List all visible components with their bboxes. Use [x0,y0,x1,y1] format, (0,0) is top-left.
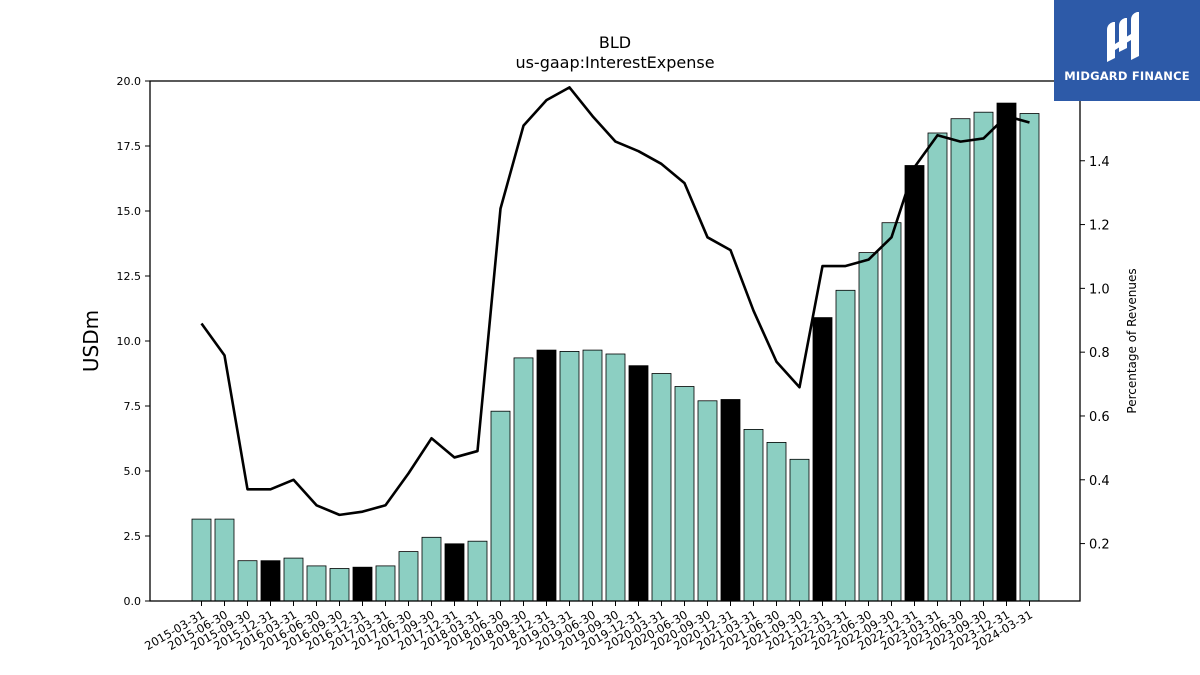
line-percentage-of-revenues [200,86,1030,517]
y-axis-label-left: USDm [79,310,103,372]
right-tick-label: 0.8 [1089,346,1110,361]
bar-2021-06-30 [766,441,787,602]
left-tick-label: 0.0 [124,595,142,608]
right-tick-label: 1.0 [1089,282,1110,297]
bar-2023-09-30 [973,111,994,602]
bar-2015-06-30 [214,518,235,602]
left-tick-label: 12.5 [117,270,142,283]
bar-2019-12-31 [628,365,649,602]
bar-2018-09-30 [513,357,534,602]
chart-subtitle: us-gaap:InterestExpense [515,53,714,72]
bar-2020-06-30 [674,386,695,602]
bar-2023-06-30 [950,118,971,602]
right-tick-label: 0.2 [1089,538,1110,553]
bar-2020-09-30 [697,400,718,602]
bar-2016-06-30 [306,565,327,602]
bar-2024-03-31 [1019,113,1040,602]
bar-2017-12-31 [444,543,465,602]
bar-2017-06-30 [398,551,419,602]
bar-2016-12-31 [352,566,373,602]
bar-2022-03-31 [835,289,856,602]
bar-2018-12-31 [536,349,557,602]
bar-2015-09-30 [237,560,258,602]
bar-2019-09-30 [605,353,626,602]
left-tick-label: 15.0 [117,205,142,218]
bar-2022-09-30 [881,222,902,602]
bar-2022-12-31 [904,165,925,602]
brand-logo: MIDGARD FINANCE [1054,0,1200,101]
bar-2021-09-30 [789,458,810,602]
bar-2018-06-30 [490,410,511,602]
left-tick-label: 5.0 [124,465,142,478]
logo-text: MIDGARD FINANCE [1064,69,1190,83]
bar-2021-03-31 [743,428,764,602]
bar-2016-09-30 [329,568,350,602]
left-tick-label: 10.0 [117,335,142,348]
left-tick-label: 20.0 [117,75,142,88]
bar-2022-06-30 [858,252,879,602]
right-axis: 0.2 0.4 0.6 0.8 1.0 1.2 1.4 [1080,155,1110,553]
bar-2020-03-31 [651,373,672,602]
right-tick-label: 1.2 [1089,219,1110,234]
right-tick-label: 0.6 [1089,410,1110,425]
right-tick-label: 1.4 [1089,155,1110,170]
left-tick-label: 17.5 [117,140,142,153]
bar-2023-03-31 [927,132,948,602]
bar-2021-12-31 [812,317,833,602]
bar-2018-03-31 [467,540,488,602]
right-tick-label: 0.4 [1089,474,1110,489]
chart-title: BLD [599,33,631,52]
bar-2019-06-30 [582,349,603,602]
bar-series [191,102,1040,602]
line-series [200,86,1030,517]
left-tick-label: 7.5 [124,400,142,413]
bar-2020-12-31 [720,399,741,602]
left-axis: 0.0 2.5 5.0 7.5 10.0 12.5 15.0 17.5 20.0 [117,75,150,608]
bar-2017-03-31 [375,565,396,602]
midgard-logo-icon [1107,12,1139,62]
bar-2015-12-31 [260,560,281,602]
y-axis-label-right: Percentage of Revenues [1125,268,1139,413]
bar-2023-12-31 [996,102,1017,602]
bar-2019-03-31 [559,350,580,602]
bar-2015-03-31 [191,518,212,602]
bar-2016-03-31 [283,557,304,602]
left-tick-label: 2.5 [124,530,142,543]
bar-2017-09-30 [421,536,442,602]
x-axis: 2015-03-312015-06-302015-09-302015-12-31… [142,601,1035,653]
